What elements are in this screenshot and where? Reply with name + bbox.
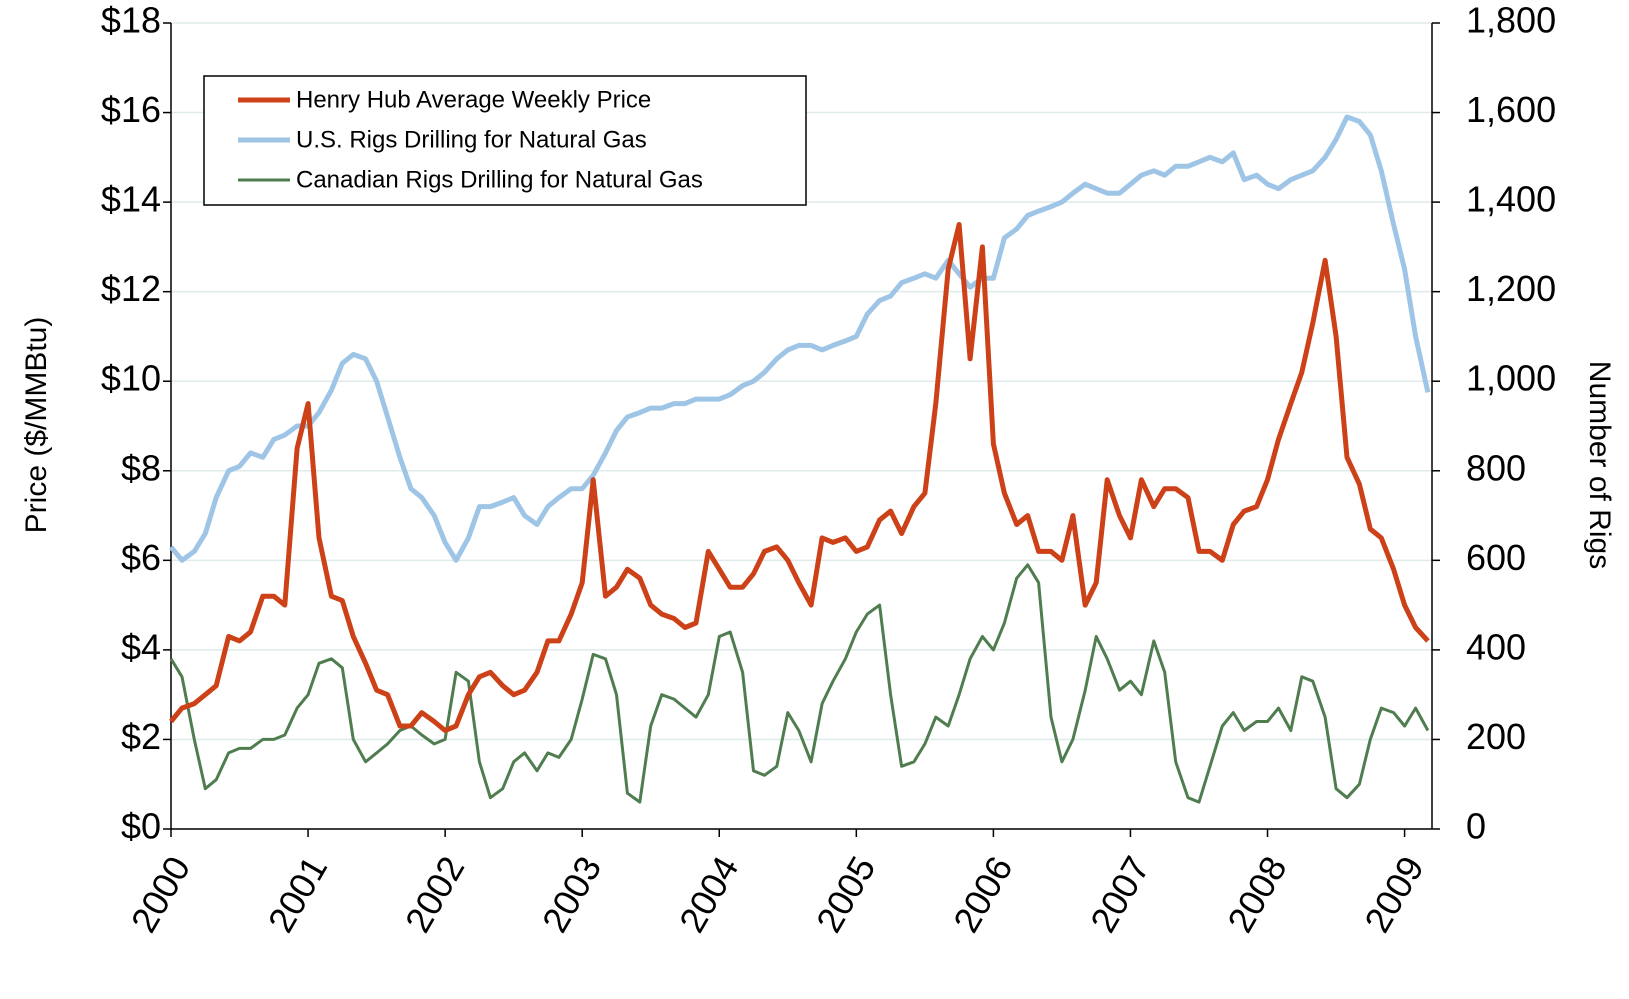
y-tick-label: $18 (101, 0, 161, 41)
series-line (169, 563, 1430, 804)
y2-tick-label: 1,800 (1466, 0, 1556, 41)
series-line (169, 114, 1431, 563)
y-tick-label: $10 (101, 358, 161, 399)
y-tick-label: $16 (101, 89, 161, 130)
x-tick-label: 2004 (671, 849, 747, 939)
y-tick-label: $0 (121, 806, 161, 847)
y-tick-label: $12 (101, 268, 161, 309)
x-tick-label: 2001 (260, 849, 336, 939)
x-tick-label: 2008 (1219, 849, 1295, 939)
y2-tick-label: 1,400 (1466, 179, 1556, 220)
x-tick-label: 2000 (123, 849, 199, 939)
y2-tick-label: 400 (1466, 626, 1526, 667)
x-tick-label: 2007 (1082, 849, 1158, 939)
y-tick-label: $14 (101, 179, 161, 220)
y2-tick-label: 200 (1466, 716, 1526, 757)
y-axis-title: Price ($/MMBtu) (20, 317, 53, 534)
y2-axis-title: Number of Rigs (1583, 361, 1616, 569)
y2-tick-label: 1,000 (1466, 358, 1556, 399)
x-tick-label: 2002 (397, 849, 473, 939)
y2-tick-label: 600 (1466, 537, 1526, 578)
x-tick-label: 2009 (1356, 849, 1432, 939)
y-tick-label: $4 (121, 626, 161, 667)
y-tick-label: $2 (121, 716, 161, 757)
y2-tick-label: 0 (1466, 806, 1486, 847)
x-tick-label: 2006 (945, 849, 1021, 939)
series-line (169, 222, 1430, 733)
x-tick-label: 2005 (808, 849, 884, 939)
legend-box (203, 75, 807, 206)
y2-tick-label: 1,600 (1466, 89, 1556, 130)
y-tick-label: $8 (121, 447, 161, 488)
y2-tick-label: 800 (1466, 447, 1526, 488)
legend-label: Henry Hub Average Weekly Price (296, 86, 651, 113)
y2-tick-label: 1,200 (1466, 268, 1556, 309)
legend-label: U.S. Rigs Drilling for Natural Gas (296, 126, 647, 153)
x-tick-label: 2003 (534, 849, 610, 939)
legend-label: Canadian Rigs Drilling for Natural Gas (296, 166, 703, 193)
y-tick-label: $6 (121, 537, 161, 578)
